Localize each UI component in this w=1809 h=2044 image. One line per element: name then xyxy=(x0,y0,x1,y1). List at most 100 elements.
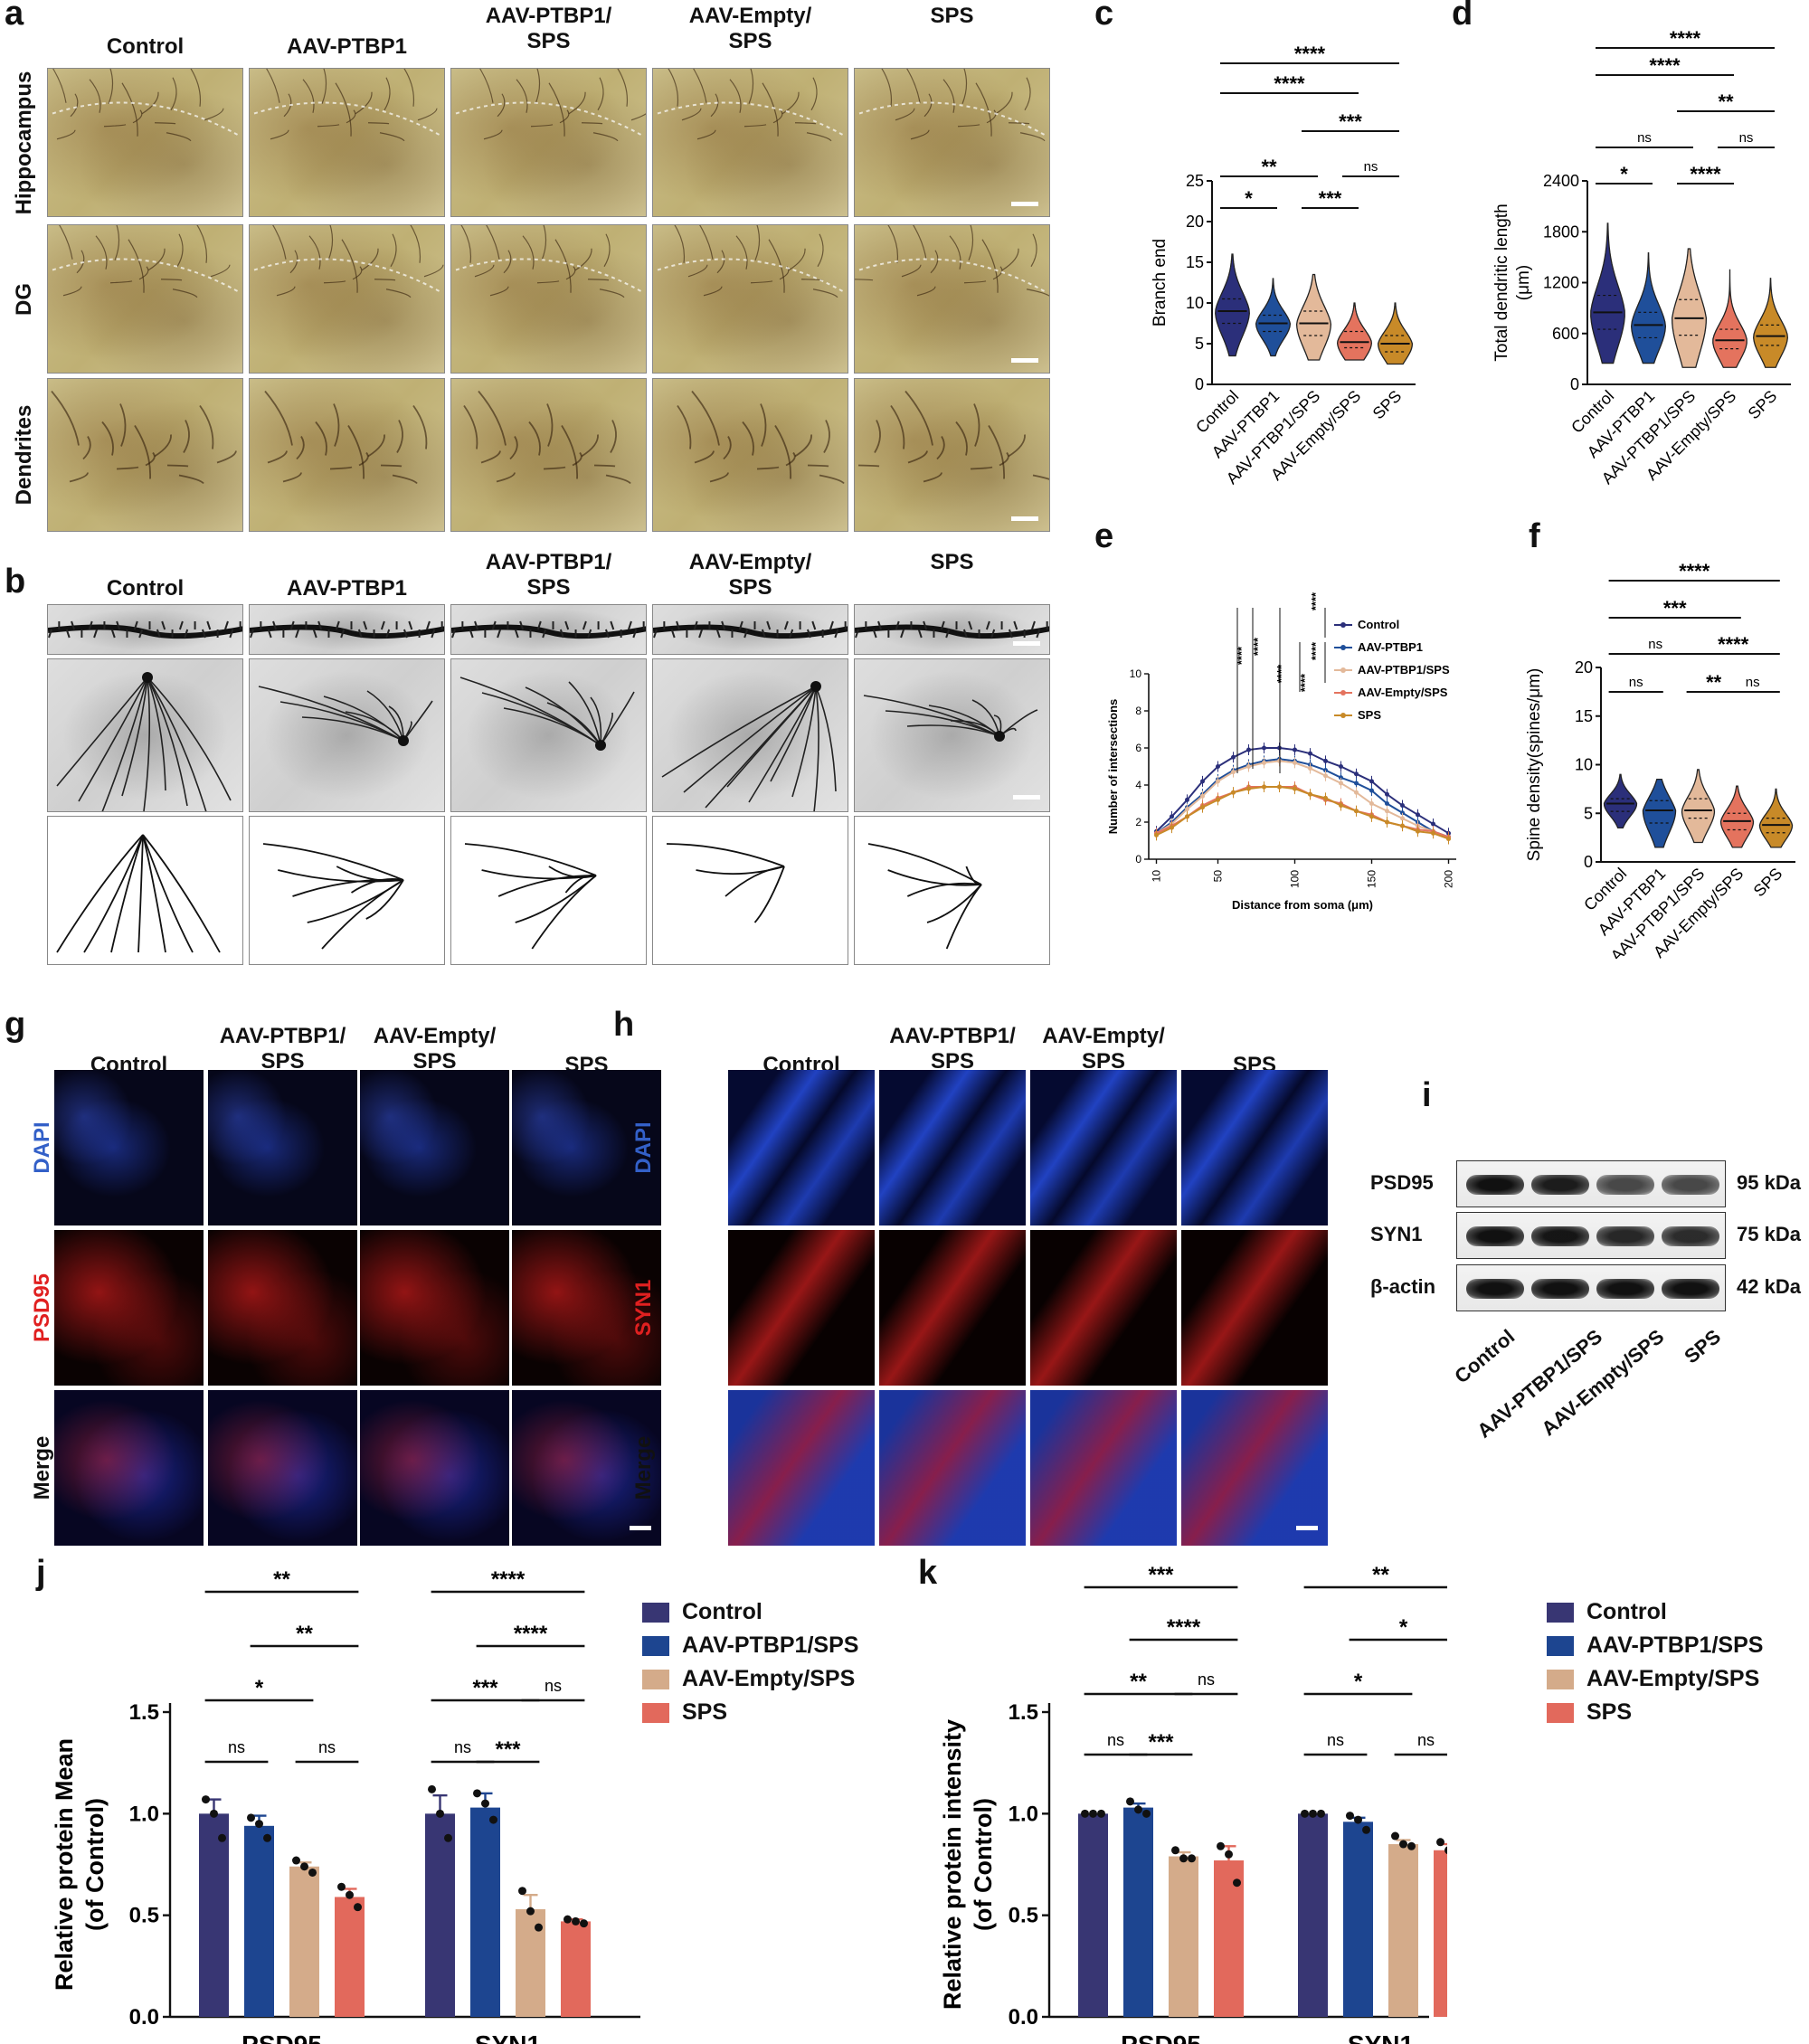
panel-label-c: c xyxy=(1094,0,1114,33)
spine-image xyxy=(249,604,445,655)
data-point xyxy=(1126,1797,1134,1806)
bar xyxy=(289,1866,319,2017)
significance-label: **** xyxy=(1235,646,1248,665)
fluorescence-image xyxy=(879,1390,1026,1546)
histology-image xyxy=(450,378,647,532)
blot-strip xyxy=(1456,1160,1726,1207)
panel-label-j: j xyxy=(36,1554,46,1592)
violin-shape xyxy=(1215,253,1250,357)
significance-label: **** xyxy=(491,1567,526,1592)
legend-swatch xyxy=(642,1669,669,1689)
blot-strip xyxy=(1456,1212,1726,1259)
significance-label: * xyxy=(255,1676,264,1700)
y-tick-label: 10 xyxy=(1186,294,1204,312)
histology-image xyxy=(47,378,243,532)
spine-image xyxy=(854,604,1050,655)
significance-label: *** xyxy=(1339,110,1362,133)
violin-shape xyxy=(1337,302,1372,361)
y-tick-label: 5 xyxy=(1195,335,1204,353)
significance-label: ns xyxy=(1629,675,1643,690)
y-tick-label: 1800 xyxy=(1543,222,1579,241)
data-point xyxy=(1134,1805,1142,1814)
y-axis-label: Relative protein Mean xyxy=(51,1738,78,1991)
data-point xyxy=(346,1890,354,1899)
significance-label: **** xyxy=(1167,1615,1201,1640)
significance-label: * xyxy=(1245,187,1253,210)
blot-row-label: PSD95 xyxy=(1370,1171,1434,1194)
y-tick-label: 1.0 xyxy=(1009,1802,1038,1826)
bar xyxy=(1078,1813,1108,2017)
panel-label-e: e xyxy=(1094,517,1114,555)
x-tick-label: 150 xyxy=(1366,870,1378,888)
data-point xyxy=(300,1862,308,1871)
neuron-tracing xyxy=(47,816,243,965)
significance-label: ** xyxy=(1130,1670,1147,1694)
legend-entry: SPS xyxy=(642,1699,727,1726)
x-tick-label: SYN1 xyxy=(1348,2030,1414,2044)
x-axis-label: Distance from soma (μm) xyxy=(1232,898,1373,912)
data-point xyxy=(489,1815,497,1824)
x-tick-label: SPS xyxy=(1750,865,1786,901)
panel-label-a: a xyxy=(5,0,24,33)
y-axis-label: (of Control) xyxy=(970,1798,997,1931)
x-tick-label: SYN1 xyxy=(475,2030,541,2044)
legend-swatch xyxy=(1547,1669,1574,1689)
x-tick-label: 50 xyxy=(1212,870,1225,883)
fluorescence-image xyxy=(1181,1070,1328,1225)
y-tick-label: 0.0 xyxy=(1009,2005,1038,2030)
y-tick-label: 2400 xyxy=(1543,172,1579,190)
neuron-tracing xyxy=(652,816,848,965)
violin-shape xyxy=(1719,785,1755,848)
panel-label-f: f xyxy=(1529,517,1540,555)
significance-label: **** xyxy=(1274,664,1288,683)
significance-label: **** xyxy=(1294,43,1326,65)
data-point xyxy=(1436,1838,1444,1847)
y-axis: 0 5 10 15 20 xyxy=(1575,658,1795,871)
data-point xyxy=(1399,1840,1407,1849)
data-point xyxy=(526,1907,535,1916)
fluorescence-image xyxy=(54,1070,204,1225)
significance-label: ns xyxy=(1417,1731,1435,1749)
fluorescence-image xyxy=(208,1390,357,1546)
significance-label: ns xyxy=(1739,130,1754,146)
fluorescence-image xyxy=(728,1390,875,1546)
histology-image xyxy=(854,378,1050,532)
y-axis: 0 600 1200 1800 2400 xyxy=(1543,172,1791,393)
blot-row-label: SYN1 xyxy=(1370,1223,1423,1245)
y-tick-label: 600 xyxy=(1552,325,1579,343)
blot-strip xyxy=(1456,1264,1726,1311)
blot-band xyxy=(1596,1226,1654,1246)
row-label: Merge xyxy=(631,1435,656,1500)
histology-image xyxy=(249,68,445,217)
bar xyxy=(1434,1850,1447,2017)
fluorescence-image xyxy=(728,1070,875,1225)
row-label: DAPI xyxy=(631,1121,656,1174)
blot-band xyxy=(1596,1175,1654,1195)
significance-label: **** xyxy=(1274,72,1305,95)
legend-entry: AAV-PTBP1/SPS xyxy=(1358,663,1450,677)
legend-label: Control xyxy=(682,1599,762,1624)
y-tick-label: 0.5 xyxy=(1009,1904,1038,1928)
legend-swatch xyxy=(642,1635,669,1656)
significance-label: *** xyxy=(1663,597,1687,620)
y-tick-label: 1200 xyxy=(1543,274,1579,292)
legend-entry: AAV-PTBP1/SPS xyxy=(1547,1632,1763,1659)
significance-label: **** xyxy=(1298,673,1312,692)
significance-label: ns xyxy=(1198,1670,1215,1689)
y-axis-label: Total dendritic length xyxy=(1492,203,1511,361)
significance-label: ns xyxy=(228,1738,245,1756)
data-point xyxy=(1097,1809,1105,1818)
fluorescence-image xyxy=(512,1230,661,1386)
histology-image xyxy=(652,68,848,217)
spine-image xyxy=(652,604,848,655)
legend-label: Control xyxy=(1586,1599,1667,1624)
column-header: AAV-PTBP1/ SPS xyxy=(219,1024,346,1074)
panel-label-i: i xyxy=(1422,1076,1432,1114)
significance-label: *** xyxy=(1148,1563,1174,1587)
legend-swatch xyxy=(1547,1602,1574,1623)
scale-bar xyxy=(1011,516,1038,521)
violin-shape xyxy=(1630,252,1667,364)
violin-shape xyxy=(1377,302,1414,365)
series-line xyxy=(1155,760,1449,840)
y-tick-label: 25 xyxy=(1186,172,1204,190)
